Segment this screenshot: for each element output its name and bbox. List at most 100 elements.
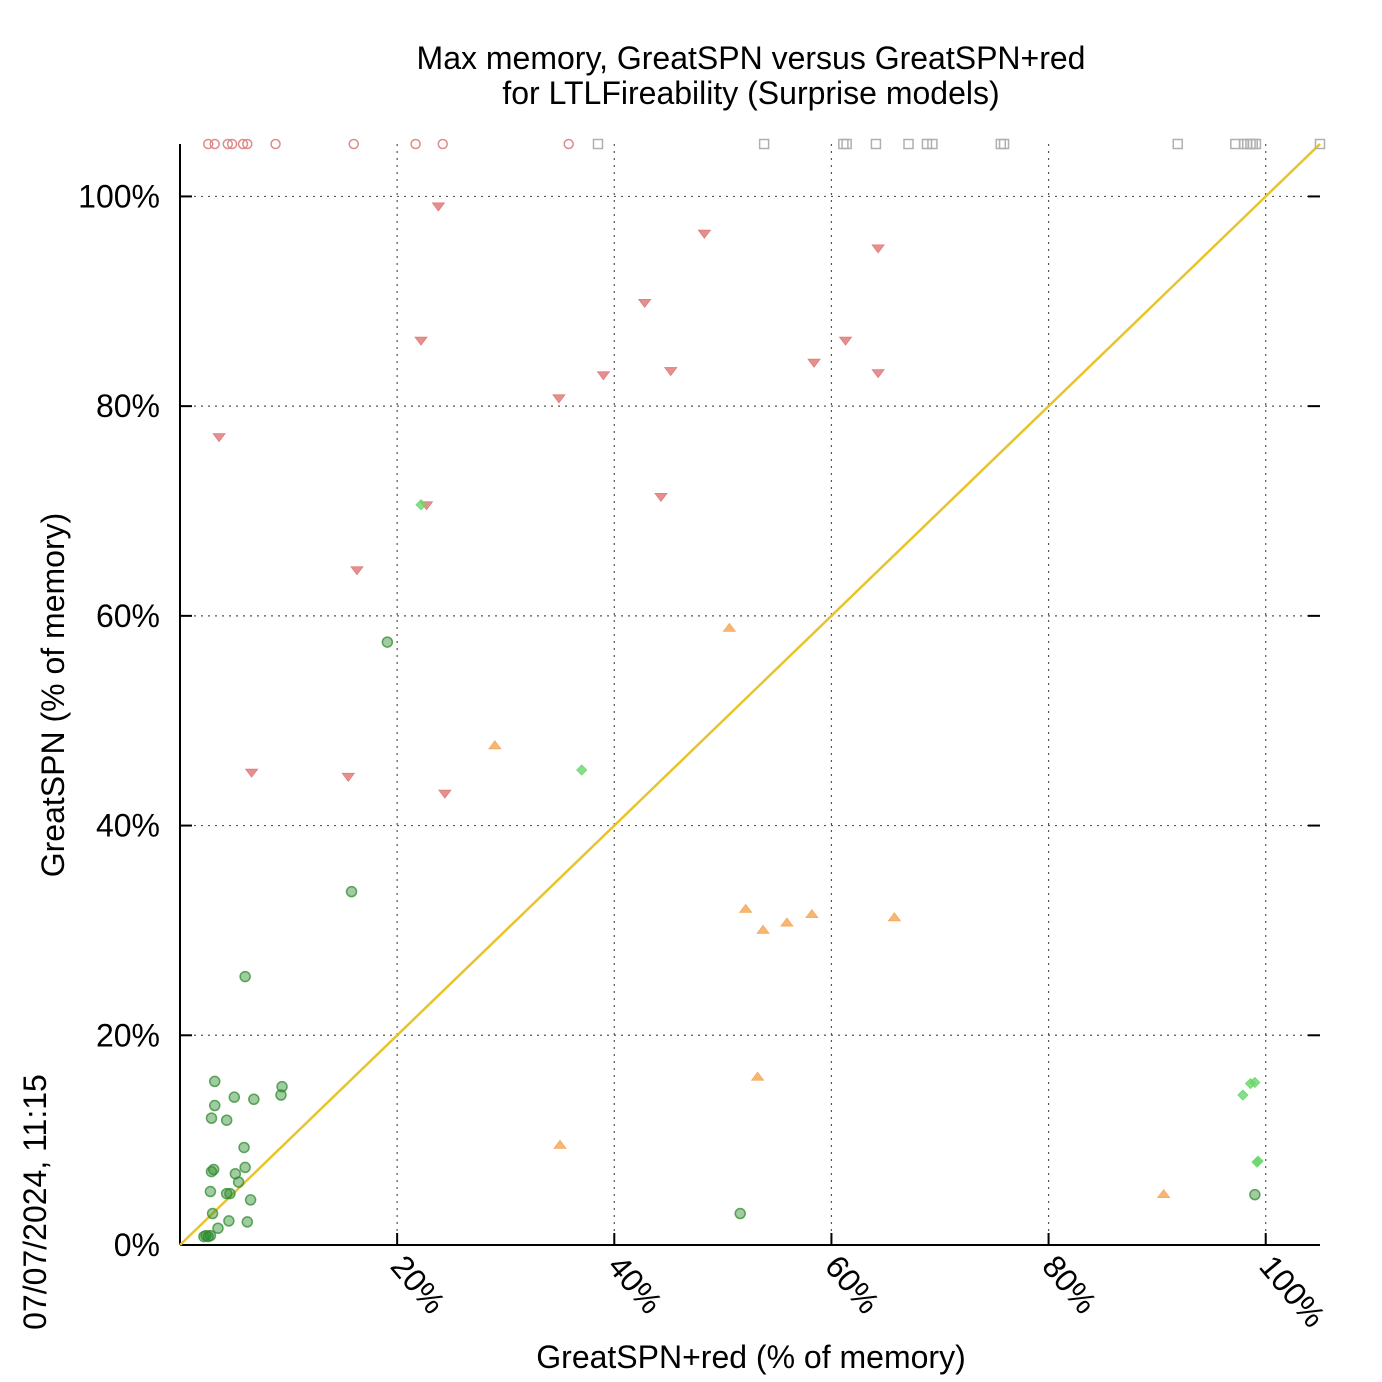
data-point-circle-open [242,138,253,150]
data-point-triangle-down [663,367,678,377]
data-point-circle-filled [239,970,251,983]
data-point-diamond [415,499,427,511]
data-point-circle-filled [208,1099,221,1112]
data-point-triangle-down [350,566,364,576]
data-point-square-open [870,138,882,150]
x-axis-label: GreatSPN+red (% of memory) [536,1339,965,1375]
data-point-triangle-down [341,772,356,783]
data-point-circle-filled [207,1163,220,1176]
data-point-square-open [1242,138,1253,150]
data-point-circle-filled [345,885,358,898]
x-tick-label: 80% [1035,1248,1104,1320]
data-point-circle-filled [208,1075,221,1088]
data-point-circle-filled [1249,1188,1261,1201]
y-tick-label: 20% [96,1017,160,1053]
data-point-circle-filled [224,1187,236,1200]
data-point-square-open [921,138,933,150]
data-point-triangle-down [431,202,446,212]
data-point-circle-filled [241,1216,254,1228]
data-point-square-open [1238,138,1250,150]
data-point-circle-open [202,138,214,150]
data-point-circle-open [437,138,448,150]
data-point-triangle-down [596,371,611,381]
data-point-square-open [1247,138,1258,150]
data-point-triangle-down [212,433,226,443]
diagonal-line [179,143,1321,1246]
data-point-square-open [927,138,938,150]
y-tick-label: 40% [96,808,160,844]
data-point-square-open [1250,138,1262,150]
data-point-square-open [998,138,1010,150]
chart-title-line-1: Max memory, GreatSPN versus GreatSPN+red [417,40,1086,76]
data-point-circle-filled [734,1207,746,1220]
data-point-square-open [838,138,849,150]
data-point-square-open [995,138,1007,150]
data-point-circle-filled [206,1207,219,1220]
data-point-circle-open [237,138,249,150]
data-point-triangle-down [654,492,668,503]
x-tick-label: 20% [384,1248,453,1320]
data-point-triangle-down [871,244,885,254]
data-point-square-open [1245,138,1256,150]
data-point-circle-filled [204,1229,217,1242]
y-tick-label: 100% [78,178,160,214]
data-point-square-open [1314,138,1326,150]
data-point-circle-filled [220,1114,233,1126]
y-tick-label: 80% [96,388,160,424]
data-point-circle-open [226,138,238,150]
data-point-circle-filled [381,636,394,648]
data-point-circle-filled [212,1222,224,1234]
data-point-circle-filled [229,1167,242,1180]
data-point-circle-open [270,138,281,150]
data-point-circle-open [563,138,574,150]
y-tick-label: 0% [114,1227,160,1263]
x-tick-label: 100% [1252,1248,1332,1334]
diagonal-y-equals-x [179,143,1321,1246]
timestamp-label: 07/07/2024, 11:15 [17,1074,53,1330]
data-point-circle-filled [276,1080,288,1093]
data-point-square-open [592,138,604,150]
data-point-diamond [1237,1089,1249,1101]
data-point-triangle-up [488,740,502,750]
data-point-square-open [1230,138,1241,150]
data-point-circle-filled [239,1161,251,1174]
data-point-circle-open [222,138,234,150]
data-point-triangle-down [838,336,853,346]
data-point-circle-filled [238,1141,250,1154]
data-points [198,138,1326,1243]
data-point-triangle-up [756,924,770,934]
data-point-diamond [1252,1155,1264,1167]
data-point-circle-filled [228,1091,241,1103]
data-point-circle-filled [223,1215,235,1227]
y-axis-label: GreatSPN (% of memory) [35,513,71,878]
axes [179,144,1320,1246]
data-point-triangle-up [1156,1188,1171,1199]
data-point-circle-filled [275,1089,287,1101]
data-point-circle-filled [204,1185,217,1198]
data-point-diamond [1249,1076,1261,1089]
x-tick-label: 40% [601,1248,670,1320]
data-point-triangle-down [697,229,712,239]
data-point-triangle-up [805,908,819,919]
data-point-circle-filled [244,1194,257,1206]
data-point-triangle-up [553,1139,567,1149]
data-point-circle-filled [205,1112,218,1124]
data-point-square-open [1172,138,1184,150]
data-point-triangle-up [738,903,753,913]
data-point-triangle-down [552,394,566,404]
data-point-diamond [576,764,588,776]
data-point-triangle-down [871,369,885,379]
data-point-square-open [758,138,770,150]
data-point-square-open [903,138,914,150]
data-point-triangle-up [780,917,794,927]
data-point-circle-open [209,138,220,150]
x-tick-label: 60% [818,1248,887,1320]
data-point-triangle-down [438,789,452,799]
data-point-triangle-down [637,298,652,309]
y-tick-label: 60% [96,598,160,634]
data-point-square-open [841,138,852,150]
data-point-triangle-up [887,912,902,922]
axis-ticks [180,195,1320,1245]
data-point-triangle-down [414,336,428,346]
